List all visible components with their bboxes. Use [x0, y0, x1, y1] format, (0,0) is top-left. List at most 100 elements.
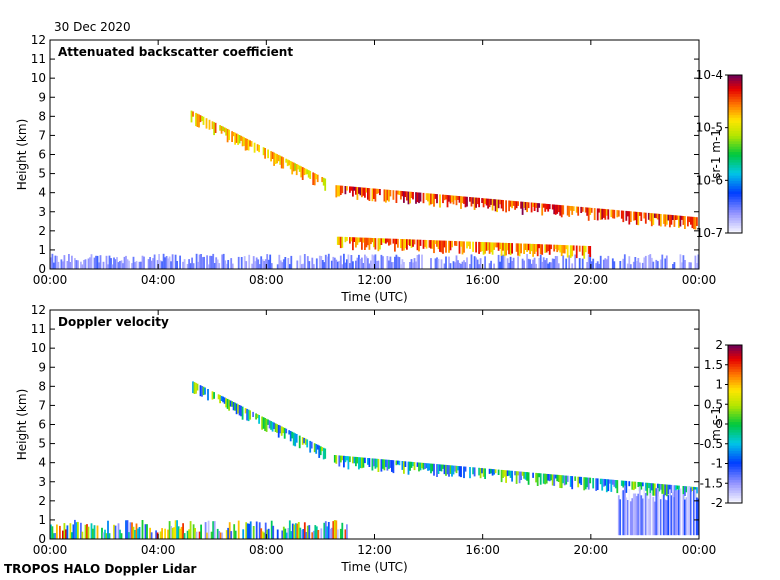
colorbar-segment [728, 368, 742, 372]
data-cell-mid-cloud-top [604, 209, 607, 220]
data-cell-mid-cloud-top [407, 191, 410, 205]
data-cell-descending-cloud [240, 135, 242, 141]
data-cell-low-cloud-layer [523, 243, 525, 254]
colorbar-tick-label: 1 [715, 378, 723, 392]
data-cell-boundary-layer [237, 520, 240, 539]
data-cell-boundary-layer [681, 262, 683, 269]
data-cell-boundary-layer [512, 257, 515, 269]
data-cell-descending-cloud [292, 432, 295, 446]
data-cell-low-cloud-layer [466, 241, 468, 249]
data-cell-low-cloud-layer [349, 237, 351, 244]
data-cell-boundary-layer [158, 254, 160, 269]
data-cell-mid-cloud-top [551, 204, 554, 210]
data-cell-mid-cloud-top [526, 202, 528, 213]
colorbar-segment [728, 164, 742, 168]
data-cell-mid-cloud-top [566, 205, 569, 216]
data-cell-descending-cloud [247, 139, 250, 151]
data-cell-boundary-layer [589, 254, 592, 269]
data-cell-boundary-layer [374, 254, 377, 269]
colorbar-segment [728, 355, 742, 359]
data-cell-boundary-layer [150, 532, 153, 539]
data-cell-boundary-layer [72, 524, 75, 539]
data-cell-boundary-layer [344, 529, 347, 539]
plot-frame [49, 309, 700, 540]
data-cell-boundary-layer [290, 255, 293, 269]
data-cell-descending-cloud [288, 430, 291, 435]
colorbar-segment [728, 222, 742, 226]
data-cell-descending-cloud [271, 421, 274, 432]
data-cell-boundary-layer [330, 260, 333, 269]
data-cell-mid-cloud [401, 461, 404, 470]
colorbar-segment [728, 182, 742, 187]
data-cell-mid-cloud-top [536, 203, 539, 213]
data-cell-precip-fall [629, 501, 632, 536]
data-cell-boundary-layer [278, 254, 281, 269]
colorbar-segment [728, 219, 742, 224]
data-cell-mid-cloud [560, 475, 563, 489]
colorbar-segment [728, 138, 742, 142]
data-cell-descending-cloud [274, 423, 277, 432]
data-cell-boundary-layer [156, 260, 159, 269]
data-cell-mid-cloud-top [581, 207, 584, 212]
data-cell-mid-cloud-top [593, 208, 596, 220]
data-cell-descending-cloud [268, 420, 271, 429]
data-cell-boundary-layer [149, 527, 151, 539]
data-cell-mid-cloud [491, 469, 494, 476]
data-cell-low-cloud-layer [532, 243, 534, 257]
data-cell-boundary-layer [189, 263, 192, 269]
colorbar-segment [728, 455, 742, 459]
colorbar-segment [728, 190, 742, 195]
data-cell-mid-cloud [517, 471, 519, 476]
data-cell-mid-cloud [458, 466, 461, 477]
data-cell-mid-cloud-top [607, 209, 610, 220]
data-cell-descending-cloud [295, 164, 298, 176]
data-cell-boundary-layer [111, 264, 114, 269]
data-cell-descending-cloud [285, 158, 288, 163]
data-cell-boundary-layer [613, 261, 616, 269]
data-cell-boundary-layer [365, 256, 368, 269]
data-cell-boundary-layer [326, 256, 329, 269]
data-cell-boundary-layer [285, 532, 288, 539]
data-cell-descending-cloud [315, 174, 318, 180]
data-cell-boundary-layer [554, 256, 557, 269]
data-cell-boundary-layer [95, 255, 97, 269]
data-cell-low-cloud-layer [425, 240, 428, 249]
data-cell-mid-cloud [608, 479, 611, 484]
data-cell-descending-cloud [213, 122, 215, 136]
data-cell-boundary-layer [635, 261, 638, 269]
data-cell-boundary-layer [74, 519, 76, 539]
data-cell-boundary-layer [177, 526, 180, 539]
data-cell-mid-cloud [646, 482, 649, 496]
data-cell-boundary-layer [263, 532, 266, 539]
data-cell-precip-fall [690, 487, 692, 536]
data-cell-descending-cloud [195, 382, 197, 394]
data-cell-boundary-layer [126, 520, 129, 539]
data-cell-boundary-layer [167, 258, 169, 269]
data-cell-low-cloud-layer [388, 238, 390, 246]
data-cell-descending-cloud [288, 160, 291, 166]
data-cell-boundary-layer [288, 264, 291, 269]
data-cell-boundary-layer [346, 259, 348, 269]
data-cell-mid-cloud-top [611, 209, 614, 219]
data-cell-boundary-layer [696, 263, 698, 269]
data-cell-boundary-layer [74, 258, 76, 269]
data-cell-boundary-layer [300, 264, 303, 269]
data-cell-descending-cloud [280, 426, 283, 436]
data-cell-low-cloud-layer [506, 243, 509, 251]
data-cell-descending-cloud [307, 170, 310, 178]
data-cell-boundary-layer [207, 520, 210, 539]
data-cell-boundary-layer [225, 263, 228, 269]
data-cell-mid-cloud [554, 474, 557, 479]
data-cell-low-cloud-layer [439, 240, 441, 252]
data-cell-low-cloud-layer [529, 243, 531, 254]
data-cell-mid-cloud-top [478, 197, 480, 208]
data-cell-mid-cloud-top [464, 196, 467, 208]
colorbar-segment [728, 447, 742, 451]
data-cell-mid-cloud-top [532, 202, 534, 207]
data-cell-mid-cloud [623, 480, 626, 488]
y-tick-label: 10 [31, 71, 46, 85]
colorbar-segment [728, 96, 742, 100]
data-cell-descending-cloud [298, 165, 301, 172]
data-cell-descending-cloud [316, 174, 319, 183]
data-cell-boundary-layer [412, 262, 414, 269]
